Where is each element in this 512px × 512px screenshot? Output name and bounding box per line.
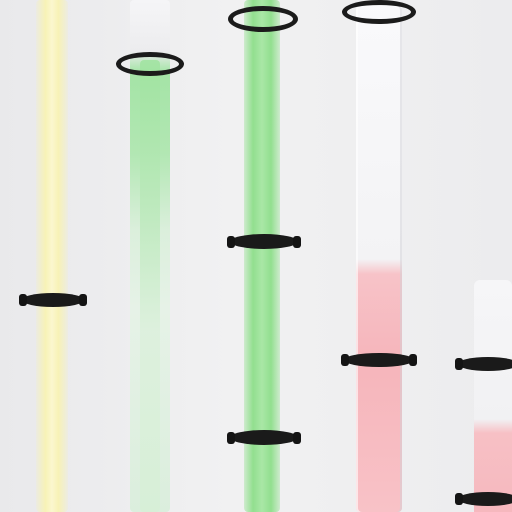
green-light-tube-bright <box>244 0 280 512</box>
tube-clamp <box>227 234 301 249</box>
tube-top-ring <box>116 52 184 76</box>
pink-light-tube <box>356 6 402 512</box>
tube-top-ring <box>342 0 416 24</box>
yellow-light-tube <box>36 0 68 512</box>
green-light-core <box>140 60 160 512</box>
tube-clamp <box>341 353 417 367</box>
tube-clamp <box>19 293 87 307</box>
tube-top-ring <box>228 6 298 32</box>
tube-clamp <box>227 430 301 445</box>
tube-clamp <box>455 357 512 371</box>
pink-light-tube-partial <box>474 280 512 512</box>
tube-clamp <box>455 492 512 506</box>
